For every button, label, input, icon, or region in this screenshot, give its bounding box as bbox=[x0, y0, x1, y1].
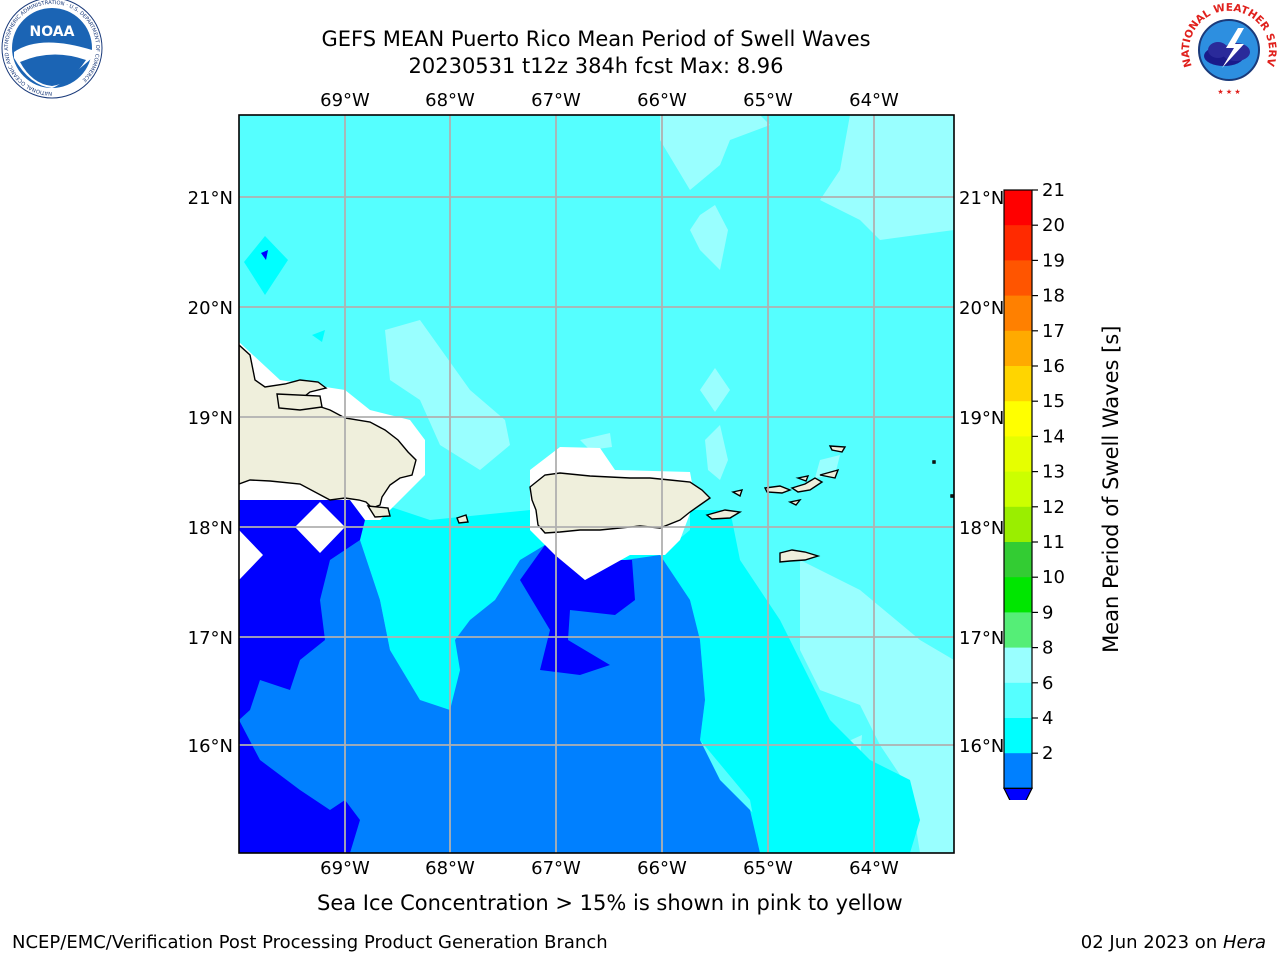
footer-date: 02 Jun 2023 on Hera bbox=[1081, 932, 1266, 953]
colorbar-tick-label: 19 bbox=[1042, 250, 1065, 271]
lat-label-right-0: 21°N bbox=[959, 188, 1004, 209]
lat-label-left-4: 17°N bbox=[188, 628, 233, 649]
lon-label-bottom-2: 67°W bbox=[531, 858, 581, 879]
colorbar-segment bbox=[1004, 753, 1032, 789]
colorbar-tick-label: 11 bbox=[1042, 532, 1065, 553]
footer-credit: NCEP/EMC/Verification Post Processing Pr… bbox=[12, 932, 608, 953]
footer-host: Hera bbox=[1222, 932, 1266, 953]
nws-logo: NATIONAL WEATHER SERVICE ★ ★ ★ bbox=[1178, 0, 1278, 97]
noaa-logo: NOAA NATIONAL OCEANIC AND ATMOSPHERIC AD… bbox=[1, 0, 103, 99]
lon-label-bottom-0: 69°W bbox=[320, 858, 370, 879]
colorbar-tick-label: 13 bbox=[1042, 462, 1065, 483]
lat-label-right-3: 18°N bbox=[959, 518, 1004, 539]
lon-label-bottom-5: 64°W bbox=[849, 858, 899, 879]
colorbar-segment bbox=[1004, 190, 1032, 226]
colorbar-tick-label: 21 bbox=[1042, 180, 1065, 201]
lat-label-left-2: 19°N bbox=[188, 408, 233, 429]
lat-label-right-4: 17°N bbox=[959, 628, 1004, 649]
colorbar-segment bbox=[1004, 612, 1032, 649]
colorbar-tick-label: 6 bbox=[1042, 673, 1053, 694]
lat-label-right-1: 20°N bbox=[959, 298, 1004, 319]
lat-label-right-5: 16°N bbox=[959, 736, 1004, 757]
colorbar-segment bbox=[1004, 647, 1032, 684]
colorbar-segment bbox=[1004, 295, 1032, 332]
lon-label-top-0: 69°W bbox=[320, 90, 370, 111]
svg-text:★ ★ ★: ★ ★ ★ bbox=[1217, 88, 1240, 96]
colorbar-tick-label: 4 bbox=[1042, 708, 1053, 729]
colorbar: 21 20 19 18 17 16 15 14 13 12 11 10 9 8 6 4 2 Mean Period… bbox=[1003, 180, 1123, 800]
map-subtitle: 20230531 t12z 384h fcst Max: 8.96 bbox=[408, 54, 784, 78]
lon-label-top-5: 64°W bbox=[849, 90, 899, 111]
colorbar-segment bbox=[1004, 436, 1032, 473]
colorbar-tick-label: 14 bbox=[1042, 426, 1065, 447]
colorbar-segment bbox=[1004, 718, 1032, 754]
colorbar-tick-label: 18 bbox=[1042, 286, 1065, 307]
lon-label-bottom-1: 68°W bbox=[425, 858, 475, 879]
colorbar-segment bbox=[1004, 330, 1032, 367]
colorbar-segment bbox=[1004, 542, 1032, 578]
lon-label-bottom-4: 65°W bbox=[743, 858, 793, 879]
coastline bbox=[239, 344, 954, 563]
footer-date-text: 02 Jun 2023 on bbox=[1080, 932, 1223, 953]
colorbar-extend-arrow bbox=[1003, 787, 1033, 800]
lon-label-top-2: 67°W bbox=[531, 90, 581, 111]
lon-label-top-4: 65°W bbox=[743, 90, 793, 111]
colorbar-tick-label: 15 bbox=[1042, 391, 1065, 412]
colorbar-tick-label: 8 bbox=[1042, 638, 1053, 659]
map-title: GEFS MEAN Puerto Rico Mean Period of Swe… bbox=[321, 27, 871, 51]
lat-label-left-5: 16°N bbox=[188, 736, 233, 757]
sea-ice-note: Sea Ice Concentration > 15% is shown in … bbox=[317, 891, 903, 915]
colorbar-segment bbox=[1004, 682, 1032, 719]
contour-below-2 bbox=[239, 250, 635, 853]
colorbar-tick-label: 20 bbox=[1042, 215, 1065, 236]
lon-label-top-1: 68°W bbox=[425, 90, 475, 111]
colorbar-label: Mean Period of Swell Waves [s] bbox=[1099, 326, 1123, 653]
lon-label-bottom-3: 66°W bbox=[637, 858, 687, 879]
lat-label-right-2: 19°N bbox=[959, 408, 1004, 429]
colorbar-frame bbox=[1003, 189, 1033, 790]
colorbar-segment bbox=[1004, 506, 1032, 543]
colorbar-tick-label: 2 bbox=[1042, 743, 1053, 764]
colorbar-segment bbox=[1004, 577, 1032, 613]
colorbar-segment bbox=[1004, 366, 1032, 402]
colorbar-tick-label: 16 bbox=[1042, 356, 1065, 377]
colorbar-tick-label: 17 bbox=[1042, 321, 1065, 342]
colorbar-segment bbox=[1004, 401, 1032, 437]
colorbar-tick-label: 9 bbox=[1042, 602, 1053, 623]
graticule bbox=[239, 115, 954, 853]
lon-label-top-3: 66°W bbox=[637, 90, 687, 111]
colorbar-tick-label: 12 bbox=[1042, 497, 1065, 518]
colorbar-segment bbox=[1004, 260, 1032, 297]
colorbar-segment bbox=[1004, 471, 1032, 508]
colorbar-tick-label: 10 bbox=[1042, 567, 1065, 588]
lat-label-left-1: 20°N bbox=[188, 298, 233, 319]
contour-8-9 bbox=[385, 115, 954, 853]
lat-label-left-0: 21°N bbox=[188, 188, 233, 209]
lat-label-left-3: 18°N bbox=[188, 518, 233, 539]
colorbar-segment bbox=[1004, 225, 1032, 261]
contour-2-4 bbox=[239, 530, 760, 853]
noaa-logo-text: NOAA bbox=[30, 24, 75, 40]
map-frame bbox=[238, 114, 955, 854]
